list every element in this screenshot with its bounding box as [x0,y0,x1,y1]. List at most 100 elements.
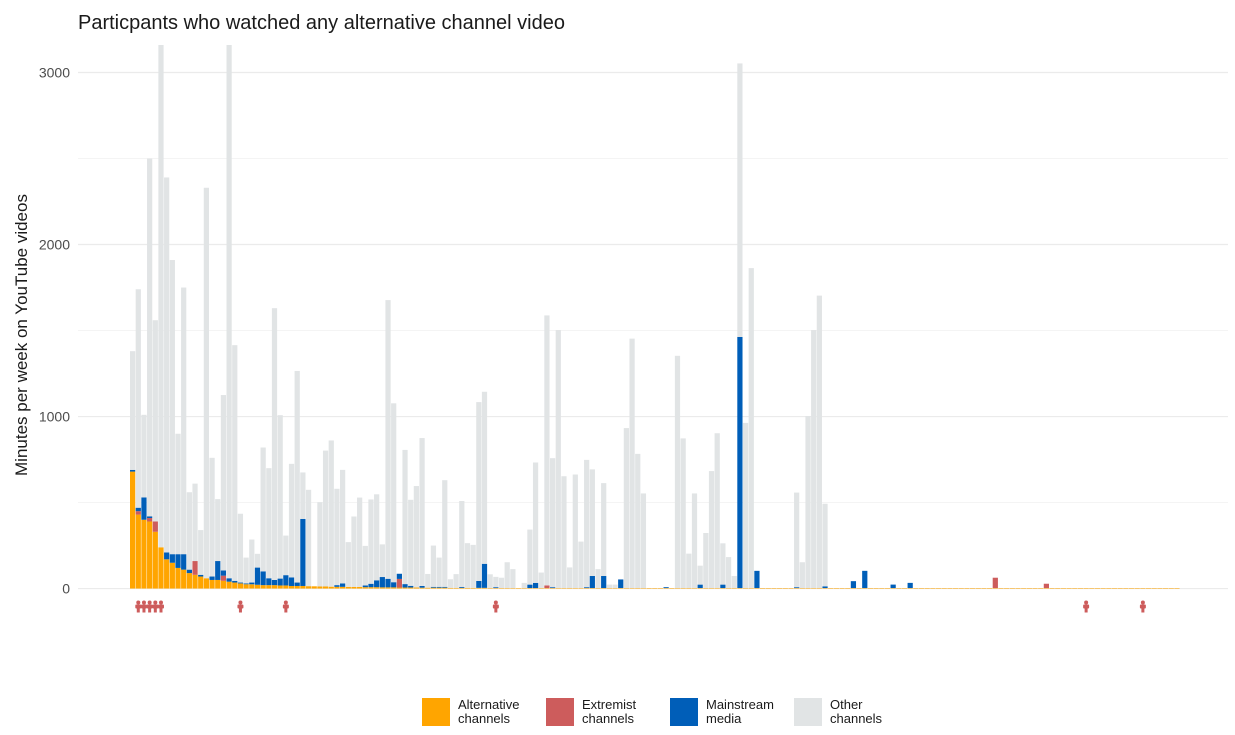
bar-segment [164,177,170,553]
bar-segment [402,584,408,588]
bar-segment [788,588,794,589]
bar-segment [305,489,312,587]
chart-plot: 0 1000 2000 3000 [39,45,1228,613]
bar-segment [708,588,715,589]
bar-segment [589,588,595,589]
bar-segment [589,576,595,589]
bar-segment [1106,588,1112,589]
person-marker-icon [282,600,289,613]
person-marker-icon [492,600,499,613]
bar-segment [220,575,227,581]
bar-segment [794,588,800,589]
bar-segment [765,588,771,589]
bar-segment [237,582,244,584]
bar-segment [1168,588,1174,589]
bar-segment [408,585,414,588]
bar-segment [879,588,885,589]
bar-segment [243,583,249,585]
bar-segment [209,579,215,589]
bar-segment [226,45,232,579]
bar-segment [771,588,777,589]
bar-segment [249,539,255,583]
bar-segment [300,585,306,589]
legend-swatch [422,698,450,726]
bar-segment [907,588,913,589]
bar-segment [731,588,737,589]
bar-segment [544,315,550,586]
bar-segment [913,588,919,589]
legend-item: Other channels [794,698,906,726]
bar-segment [271,579,278,586]
bar-segment [1140,588,1146,589]
bar-segment [987,588,993,589]
bar-segment [277,415,283,579]
bar-segment [476,580,482,588]
bar-segment [964,588,970,589]
bar-segment [1015,588,1021,589]
bar-segment [147,158,153,517]
bar-segment [930,588,936,589]
bar-segment [169,562,175,589]
bar-segment [521,588,527,589]
bar-segment [703,533,709,589]
bar-segment [283,585,289,589]
bar-segment [249,582,255,585]
bar-segment [476,402,482,581]
bar-segment [181,569,187,589]
bar-segment [862,570,868,589]
bar-segment [345,586,351,589]
bar-segment [1026,588,1032,589]
bar-segment [419,585,425,588]
legend-item: Mainstream media [670,698,782,726]
bar-segment [845,588,851,589]
bar-segment [266,468,272,579]
bar-segment [856,588,862,589]
bar-segment [561,588,567,589]
bar-segment [362,545,368,586]
bar-segment [1134,588,1140,589]
bar-segment [396,587,402,589]
bar-segment [288,577,295,586]
bar-segment [130,469,136,472]
bar-segment [175,433,181,555]
bar-segment [391,582,397,588]
bar-segment [192,561,198,575]
bar-segment [209,457,215,577]
bar-segment [436,586,442,588]
bar-segment [714,588,720,589]
bar-segment [368,583,374,588]
bar-segment [720,584,726,589]
y-tick-label: 2000 [39,237,70,253]
bar-segment [1089,588,1095,589]
bar-segment [1094,588,1101,589]
legend-label: Mainstream media [706,697,774,726]
bar-segment [1043,588,1049,589]
bar-segment [708,471,715,589]
bar-segment [754,570,760,589]
bar-segment [232,582,238,589]
bar-segment [470,544,476,588]
bars-layer [130,45,1180,589]
bar-segment [453,587,459,589]
bar-segment [697,584,703,589]
bar-segment [691,493,698,589]
bar-segment [794,492,800,588]
y-tick-label: 1000 [39,409,70,425]
bar-segment [186,492,192,570]
bar-segment [1123,588,1129,589]
bar-segment [623,428,629,589]
bar-segment [402,587,408,589]
bar-segment [907,582,913,589]
bar-segment [777,588,783,589]
bar-segment [379,577,385,588]
bar-segment [584,588,590,589]
bar-segment [657,588,664,589]
person-marker-icon [1083,600,1090,613]
bar-segment [1111,588,1118,589]
bar-segment [198,574,204,577]
bar-segment [601,588,607,589]
bar-segment [476,587,482,589]
bar-segment [1009,588,1015,589]
grid-lines [78,71,1228,590]
bar-segment [317,502,323,587]
